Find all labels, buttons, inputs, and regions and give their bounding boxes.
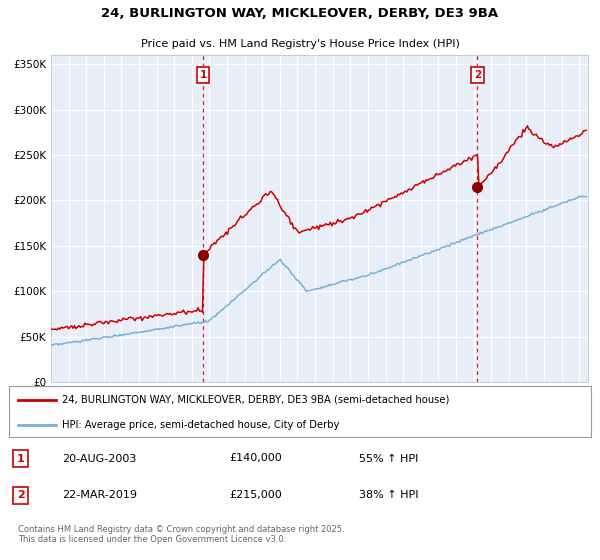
Text: 24, BURLINGTON WAY, MICKLEOVER, DERBY, DE3 9BA: 24, BURLINGTON WAY, MICKLEOVER, DERBY, D… <box>101 7 499 20</box>
Text: 55% ↑ HPI: 55% ↑ HPI <box>359 454 418 464</box>
Text: £140,000: £140,000 <box>229 454 282 464</box>
Text: 38% ↑ HPI: 38% ↑ HPI <box>359 491 418 501</box>
Text: HPI: Average price, semi-detached house, City of Derby: HPI: Average price, semi-detached house,… <box>62 420 339 430</box>
Text: 1: 1 <box>199 70 207 80</box>
Text: Contains HM Land Registry data © Crown copyright and database right 2025.
This d: Contains HM Land Registry data © Crown c… <box>18 525 344 544</box>
Text: 24, BURLINGTON WAY, MICKLEOVER, DERBY, DE3 9BA (semi-detached house): 24, BURLINGTON WAY, MICKLEOVER, DERBY, D… <box>62 395 449 405</box>
FancyBboxPatch shape <box>9 386 591 437</box>
Text: 2: 2 <box>17 491 25 501</box>
Text: 1: 1 <box>17 454 25 464</box>
Text: Price paid vs. HM Land Registry's House Price Index (HPI): Price paid vs. HM Land Registry's House … <box>140 39 460 49</box>
Text: 22-MAR-2019: 22-MAR-2019 <box>62 491 137 501</box>
Text: 2: 2 <box>474 70 481 80</box>
Text: 20-AUG-2003: 20-AUG-2003 <box>62 454 136 464</box>
Text: £215,000: £215,000 <box>229 491 282 501</box>
